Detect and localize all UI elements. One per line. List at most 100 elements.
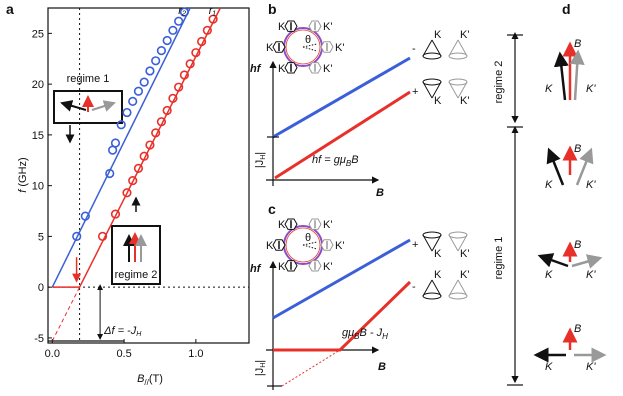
gap-sub: H [260, 155, 267, 160]
x-tick-label: 1.0 [188, 348, 203, 360]
data-point [156, 46, 167, 56]
eq-sub: B [354, 332, 360, 341]
gap-pre: |J [254, 160, 266, 168]
panel-label: c [268, 201, 276, 217]
cone-label: K [434, 95, 442, 107]
spin-arrow [553, 51, 569, 101]
gap-post: | [254, 360, 266, 363]
sign: + [412, 239, 418, 251]
delta-text: Δf = -J [103, 325, 137, 337]
gap-post: | [254, 152, 266, 155]
eq-mid: B - J [360, 327, 383, 339]
data-point [133, 86, 144, 96]
y-symbol: f [17, 189, 29, 193]
panel-label: a [6, 1, 14, 17]
cone-label: K [434, 29, 442, 41]
cone-label: K' [460, 269, 469, 281]
sign: - [412, 43, 416, 55]
data-point [72, 231, 82, 242]
spin-configurations: B K K' B K K' B K K' B K K' [533, 38, 607, 373]
fit-line [52, 7, 221, 288]
data-point [168, 25, 178, 35]
data-point [139, 77, 149, 87]
spin-arrow [546, 147, 565, 186]
valley-label: K [545, 361, 553, 373]
data-point [191, 48, 201, 58]
y-axis-label: hf [250, 263, 262, 275]
cone-side [457, 39, 468, 57]
data-point [80, 211, 90, 221]
panel-d: d regime 2 regime 1 B K K' B K K' B K K' B K K' [493, 1, 607, 386]
valley-label: K' [586, 361, 596, 373]
y-tick-label: 0 [38, 282, 44, 294]
data-point [145, 140, 155, 150]
data-point [168, 93, 178, 103]
data-point [110, 138, 121, 148]
cone-side [422, 81, 433, 99]
cone-side [431, 279, 442, 297]
spin-arrow [569, 49, 585, 101]
data-point [197, 36, 207, 47]
x-axis-label: B [378, 361, 386, 373]
precession-cone [422, 231, 442, 239]
valley-label: K [266, 240, 274, 252]
gap-label: |JH| [254, 360, 267, 376]
cone-label: K' [460, 248, 469, 260]
valley-label: K [278, 63, 286, 75]
cone-side [431, 234, 442, 252]
cone-label: K' [460, 29, 469, 41]
eq-sub2: H [382, 332, 388, 341]
spin-dash [302, 46, 318, 52]
x-axis-label: B//(T) [137, 373, 163, 387]
lower-band [274, 90, 411, 180]
spin-dash [302, 241, 318, 246]
upper-band [272, 238, 411, 320]
precession-cone [448, 78, 468, 86]
precession-cone [448, 231, 468, 239]
cone-side [431, 81, 442, 99]
angle-label: θ [305, 34, 311, 46]
data-point [128, 96, 138, 106]
cone-side [448, 81, 459, 99]
valley-label: K' [323, 261, 332, 273]
valley-label: K [545, 179, 553, 191]
data-point [174, 82, 184, 92]
valley-label: K' [335, 240, 344, 252]
x-subscript: // [144, 378, 149, 387]
cone-side [448, 234, 459, 252]
series-label: r₂ [178, 5, 187, 17]
cone-side [422, 39, 433, 57]
cone-label: K [434, 248, 442, 260]
x-tick-label: 0.0 [45, 348, 60, 360]
valley-label: K' [586, 269, 596, 281]
data-point [208, 14, 218, 24]
data-point [105, 168, 115, 179]
plot-frame [47, 7, 250, 344]
gap-label: |JH| [254, 152, 267, 168]
valley-label: K' [586, 179, 596, 191]
cone-side [422, 279, 433, 297]
precession-cone [422, 52, 442, 60]
precession-cone [448, 52, 468, 60]
valley-label: K' [586, 83, 596, 95]
x-symbol: B [137, 373, 144, 385]
cone-side [448, 39, 459, 57]
y-tick-label: -5 [34, 333, 44, 345]
data-point [202, 25, 212, 35]
data-point [122, 107, 132, 118]
y-tick-label: 25 [32, 28, 44, 40]
y-axis-label: hf [250, 63, 262, 75]
data-point [156, 117, 167, 127]
valley-label: K [266, 42, 274, 54]
equation: hf = gμBB [312, 154, 359, 168]
x-unit: (T) [149, 373, 163, 385]
spin-dash [302, 43, 318, 48]
y-axis-label: f (GHz) [17, 157, 29, 192]
eq-sub: B [346, 159, 352, 168]
data-point [162, 105, 172, 116]
data-point [122, 188, 132, 198]
data-point [151, 128, 161, 138]
